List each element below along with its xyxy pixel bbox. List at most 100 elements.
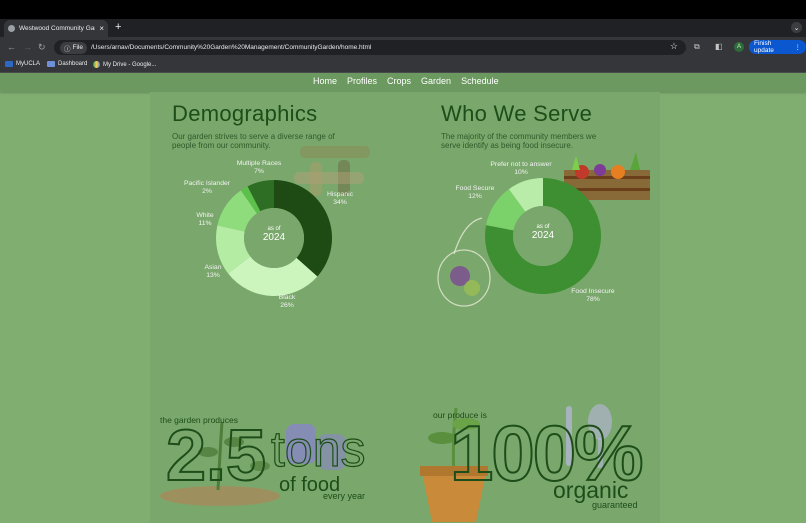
label-food-secure: Food Secure 12% bbox=[452, 185, 498, 200]
tab-strip bbox=[0, 19, 806, 37]
potted-plant-icon bbox=[420, 407, 488, 522]
of-food-label: of food bbox=[279, 474, 341, 496]
produce-bag-icon bbox=[437, 217, 491, 307]
label-name: White bbox=[196, 212, 214, 219]
label-hispanic: Hispanic 34% bbox=[323, 191, 357, 206]
tab-title: Westwood Community Garde bbox=[19, 25, 96, 32]
tons-value: 2.5 bbox=[165, 416, 267, 496]
info-icon: ⓘ bbox=[64, 45, 71, 53]
who-we-serve-title: Who We Serve bbox=[441, 101, 593, 126]
back-icon[interactable]: ← bbox=[7, 42, 16, 52]
label-white: White 11% bbox=[190, 212, 220, 227]
label-name: Multiple Races bbox=[236, 160, 282, 167]
forward-icon[interactable]: → bbox=[23, 42, 32, 52]
label-pct: 2% bbox=[202, 187, 212, 195]
bookmark-label: My Drive - Google... bbox=[103, 61, 157, 68]
more-menu-icon: ⋮ bbox=[794, 44, 802, 51]
donut-slice-food-insecure bbox=[485, 178, 601, 294]
bookmark-label: MyUCLA bbox=[16, 61, 41, 67]
year-label: 2024 bbox=[531, 230, 555, 241]
donut-slice-hispanic bbox=[274, 180, 332, 277]
label-black: Black 26% bbox=[272, 294, 302, 309]
label-pct: 7% bbox=[254, 167, 264, 175]
label-pct: 12% bbox=[468, 192, 482, 200]
label-pct: 11% bbox=[198, 219, 212, 227]
label-name: Pacific Islander bbox=[183, 180, 231, 187]
demographics-subtitle: Our garden strives to serve a diverse ra… bbox=[172, 132, 335, 150]
bookmark-star-icon[interactable]: ☆ bbox=[669, 41, 678, 51]
who-we-serve-center-label: as of 2024 bbox=[523, 224, 563, 241]
label-prefer-not-to-answer: Prefer not to answer 10% bbox=[484, 161, 558, 176]
nav-schedule[interactable]: Schedule bbox=[461, 76, 499, 86]
address-bar[interactable]: ⓘ File /Users/arnav/Documents/Community%2… bbox=[54, 40, 686, 55]
url-text[interactable]: /Users/arnav/Documents/Community%20Garde… bbox=[90, 44, 372, 51]
site-info-chip[interactable]: ⓘ File bbox=[60, 41, 87, 54]
google-drive-icon bbox=[93, 61, 100, 68]
side-panel-icon[interactable]: ◧ bbox=[715, 42, 723, 51]
produce-is-label: our produce is bbox=[433, 410, 487, 420]
donut-slice-prefer-not-to-answer bbox=[508, 178, 543, 212]
bookmark-my-drive[interactable]: My Drive - Google... bbox=[93, 61, 156, 68]
subtitle-line: Our garden strives to serve a diverse ra… bbox=[172, 132, 335, 141]
demographics-center-label: as of 2024 bbox=[254, 226, 294, 243]
extensions-icon[interactable]: ⧉ bbox=[694, 42, 700, 51]
finish-update-label: Finish update bbox=[754, 40, 774, 54]
label-multiple-races: Multiple Races 7% bbox=[231, 160, 287, 175]
as-of-label: as of bbox=[536, 224, 550, 230]
plant-bed-illustration-icon bbox=[160, 421, 280, 506]
dashboard-icon bbox=[47, 61, 55, 67]
os-top-bar bbox=[0, 0, 806, 19]
nav-home[interactable]: Home bbox=[313, 76, 338, 86]
bookmarks-bar bbox=[0, 58, 806, 73]
donut-slice-white bbox=[217, 190, 257, 232]
nav-profiles[interactable]: Profiles bbox=[347, 76, 378, 86]
nav-garden[interactable]: Garden bbox=[421, 76, 452, 86]
browser-tab[interactable]: Westwood Community Garde × bbox=[4, 20, 108, 37]
demographics-donut-chart bbox=[216, 180, 332, 296]
guaranteed-label: guaranteed bbox=[592, 500, 638, 510]
tab-close-icon[interactable]: × bbox=[99, 24, 104, 33]
nav-crops[interactable]: Crops bbox=[387, 76, 412, 86]
profile-avatar[interactable]: A bbox=[734, 42, 744, 52]
as-of-label: as of bbox=[267, 226, 281, 232]
garden-tools-icon bbox=[566, 404, 612, 468]
tons-unit: tons bbox=[270, 421, 366, 477]
bookmark-dashboard[interactable]: Dashboard bbox=[47, 61, 87, 67]
label-pct: 34% bbox=[333, 198, 347, 206]
garden-produces-label: the garden produces bbox=[160, 415, 238, 425]
subtitle-line: serve identify as being food insecure. bbox=[441, 141, 574, 150]
label-pct: 26% bbox=[280, 301, 294, 309]
label-name: Food Secure bbox=[455, 185, 495, 192]
who-we-serve-donut-chart bbox=[485, 178, 601, 294]
label-pct: 13% bbox=[206, 271, 220, 279]
tab-search-icon[interactable]: ⌄ bbox=[791, 22, 802, 33]
label-food-insecure: Food Insecure 78% bbox=[566, 288, 620, 303]
organic-value: 100% bbox=[449, 409, 644, 497]
label-pacific-islander: Pacific Islander 2% bbox=[180, 180, 234, 195]
bookmark-label: Dashboard bbox=[58, 61, 88, 67]
donut-slice-black bbox=[228, 256, 318, 296]
new-tab-button[interactable]: + bbox=[115, 21, 122, 33]
subtitle-line: people from our community. bbox=[172, 141, 271, 150]
donut-hole bbox=[244, 208, 304, 268]
bookmark-myucla[interactable]: MyUCLA bbox=[5, 61, 40, 67]
year-label: 2024 bbox=[262, 232, 286, 243]
donut-hole bbox=[513, 206, 573, 266]
donut-slice-food-secure bbox=[486, 189, 526, 231]
label-pct: 10% bbox=[514, 168, 528, 176]
garden-gloves-icon bbox=[286, 424, 346, 470]
site-nav-bar bbox=[0, 73, 806, 92]
finish-update-button[interactable]: Finish update ⋮ bbox=[749, 40, 806, 54]
donut-slice-multiple-races bbox=[247, 180, 274, 212]
donut-slice-asian bbox=[216, 225, 251, 274]
reload-icon[interactable]: ↻ bbox=[38, 42, 46, 52]
globe-icon bbox=[8, 25, 15, 32]
hands-illustration-icon bbox=[294, 146, 370, 196]
site-info-label: File bbox=[72, 44, 83, 51]
myucla-icon bbox=[5, 61, 13, 67]
demographics-title: Demographics bbox=[172, 101, 318, 126]
every-year-label: every year bbox=[323, 491, 366, 501]
label-asian: Asian 13% bbox=[199, 264, 227, 279]
subtitle-line: The majority of the community members we bbox=[441, 132, 597, 141]
site-nav-links: Home Profiles Crops Garden Schedule bbox=[313, 76, 499, 86]
